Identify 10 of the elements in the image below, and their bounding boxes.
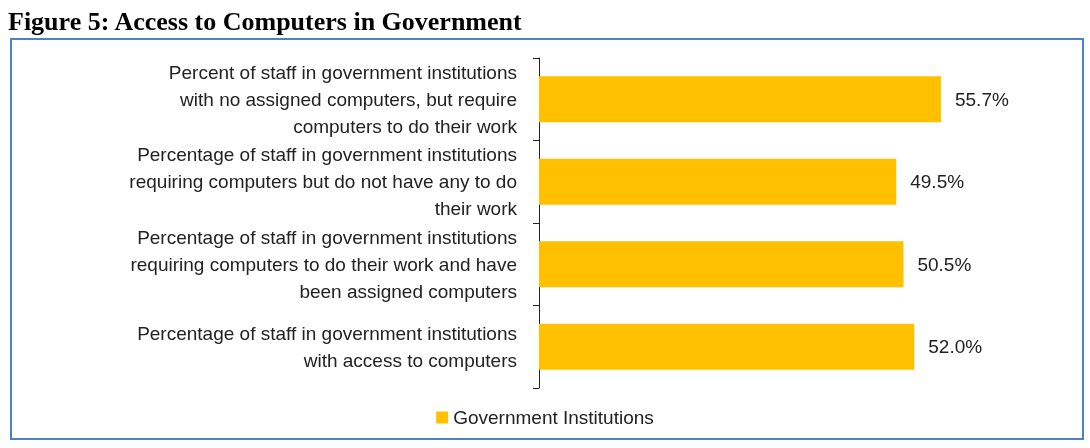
text: Figure 5: Access to Computers in Government <box>8 6 523 36</box>
y-tick-label: Percentage of staff in government institutions requiring computers but do not have any to do their work <box>129 144 518 220</box>
y-tick-label: Percent of staff in government institutions with no assigned computers, but require computers to do their work <box>168 61 518 137</box>
y-tick-label: Percentage of staff in government institutions with access to computers <box>137 322 517 371</box>
data-label: 55.7% <box>954 88 1009 110</box>
data-label: 50.5% <box>917 253 972 275</box>
y-tick-label: Percentage of staff in government institutions requiring computers to do their work and have been assigned computers <box>130 226 517 302</box>
legend-label: Government Institutions <box>453 407 654 428</box>
data-label: 49.5% <box>910 171 965 193</box>
data-label: 52.0% <box>928 336 983 358</box>
